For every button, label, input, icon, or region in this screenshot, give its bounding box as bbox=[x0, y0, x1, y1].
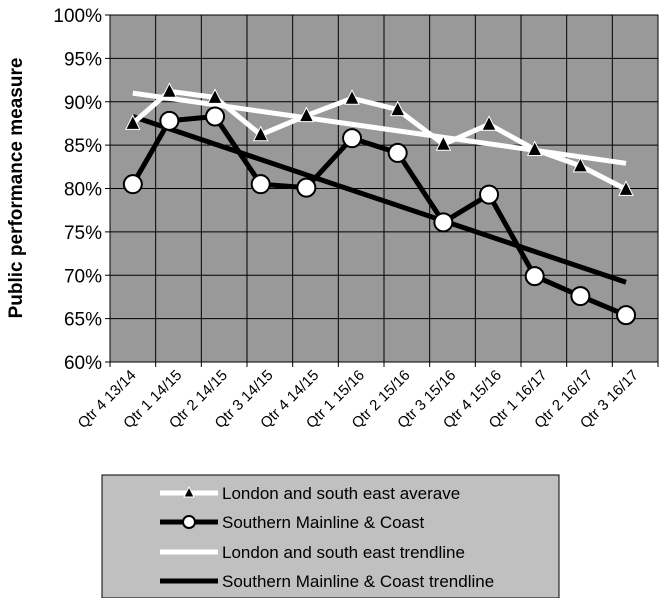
triangle-marker bbox=[161, 82, 178, 98]
y-tick-label: 70% bbox=[64, 266, 102, 287]
y-tick-label: 90% bbox=[64, 93, 102, 114]
gridlines bbox=[105, 14, 659, 367]
circle-marker bbox=[433, 212, 454, 233]
series-line-0 bbox=[131, 88, 628, 192]
legend-entry-label: Southern Mainline & Coast bbox=[222, 513, 425, 532]
circle-marker bbox=[342, 128, 363, 149]
y-tick-label: 95% bbox=[64, 49, 102, 70]
y-axis-label: Public performance measure bbox=[6, 58, 27, 319]
circle-marker bbox=[616, 305, 637, 326]
legend-entry-label: London and south east averave bbox=[222, 484, 460, 503]
legend: London and south east averave Southern Ma… bbox=[101, 474, 560, 598]
circle-marker bbox=[296, 177, 317, 198]
triangle-marker bbox=[481, 115, 497, 131]
y-tick-label: 60% bbox=[64, 353, 102, 374]
legend-triangle-marker bbox=[183, 485, 195, 498]
triangle-marker bbox=[618, 180, 634, 196]
circle-marker bbox=[524, 266, 545, 287]
triangle-marker bbox=[298, 106, 315, 123]
legend-circle-marker bbox=[182, 515, 196, 529]
triangle-marker bbox=[344, 89, 360, 105]
triangle-marker bbox=[435, 135, 452, 151]
series-layer bbox=[122, 82, 637, 326]
circle-marker bbox=[387, 142, 408, 163]
y-tick-label: 80% bbox=[64, 180, 102, 201]
triangle-marker bbox=[207, 88, 223, 104]
y-tick-label: 65% bbox=[64, 310, 102, 331]
triangle-marker bbox=[389, 100, 406, 117]
triangle-marker bbox=[252, 125, 269, 142]
circle-marker bbox=[122, 174, 143, 195]
legend-entry-label: London and south east trendline bbox=[222, 543, 465, 562]
trendline-3 bbox=[132, 114, 627, 285]
y-tick-label: 85% bbox=[64, 136, 102, 157]
circle-marker bbox=[205, 106, 226, 127]
circle-marker bbox=[479, 184, 500, 205]
triangle-marker bbox=[572, 156, 589, 173]
y-axis-ticks: 60% 65% 70% 75% 80% 85% 90% 95% 100% bbox=[53, 6, 102, 374]
circle-marker bbox=[250, 174, 271, 195]
triangle-marker bbox=[526, 140, 543, 156]
triangle-marker bbox=[124, 114, 141, 130]
circle-marker bbox=[570, 286, 591, 307]
y-tick-label: 75% bbox=[64, 223, 102, 244]
legend-entry-label: Southern Mainline & Coast trendline bbox=[222, 572, 494, 591]
circle-marker bbox=[159, 110, 180, 131]
y-tick-label: 100% bbox=[53, 6, 102, 27]
